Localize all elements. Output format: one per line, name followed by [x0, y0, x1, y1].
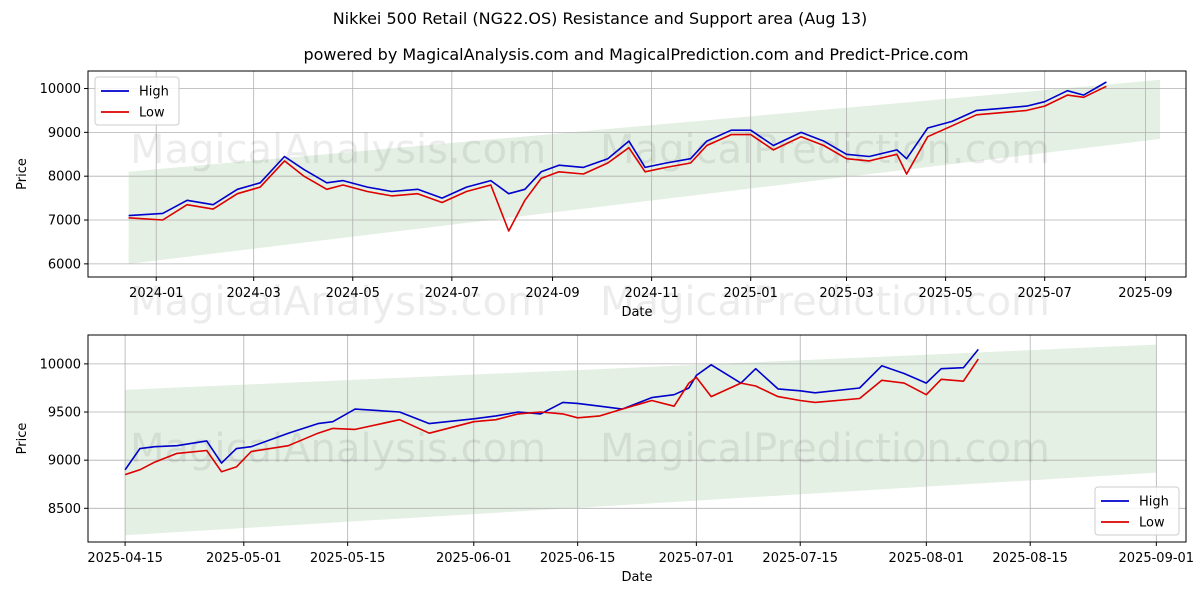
- watermark-text: MagicalPrediction.com: [600, 279, 1050, 325]
- x-tick-label: 2025-05-15: [310, 551, 386, 566]
- x-tick-label: 2025-09-01: [1119, 551, 1195, 566]
- plot-frame: [87, 70, 1187, 278]
- x-tick-label: 2025-06-15: [540, 551, 616, 566]
- watermark-text: MagicalAnalysis.com: [130, 426, 546, 472]
- chart-title: Nikkei 500 Retail (NG22.OS) Resistance a…: [332, 9, 868, 28]
- x-tick-label: 2025-01: [724, 286, 778, 301]
- x-tick-label: 2025-04-15: [87, 551, 163, 566]
- x-tick-label: 2024-07: [425, 286, 479, 301]
- x-tick-label: 2025-09: [1118, 286, 1172, 301]
- legend: High Low: [94, 76, 180, 126]
- x-tick-label: 2025-05: [918, 286, 972, 301]
- y-tick-label: 7000: [48, 214, 81, 229]
- watermark-text: MagicalPrediction.com: [600, 426, 1050, 472]
- series-line-high: [128, 81, 1107, 217]
- watermark-text: MagicalAnalysis.com: [130, 279, 546, 325]
- x-tick-label: 2025-07: [1018, 286, 1072, 301]
- legend-label-low: Low: [1139, 516, 1165, 531]
- legend-label-high: High: [1139, 495, 1169, 510]
- x-tick-label: 2025-06-01: [436, 551, 512, 566]
- x-tick-label: 2024-05: [326, 286, 380, 301]
- y-tick-label: 9000: [48, 454, 81, 469]
- y-tick-label: 8500: [48, 502, 81, 517]
- x-tick-label: 2025-03: [819, 286, 873, 301]
- watermark-text: MagicalPrediction.com: [600, 127, 1050, 173]
- series-line-low: [128, 85, 1107, 232]
- legend-box: [94, 76, 180, 126]
- x-tick-label: 2024-09: [525, 286, 579, 301]
- chart-subtitle: powered by MagicalAnalysis.com and Magic…: [303, 45, 969, 64]
- x-tick-label: 2024-03: [227, 286, 281, 301]
- series-line-high: [124, 348, 979, 471]
- y-tick-label: 6000: [48, 257, 81, 272]
- watermark-text: MagicalAnalysis.com: [130, 127, 546, 173]
- x-tick-label: 2025-05-01: [206, 551, 282, 566]
- y-tick-label: 9500: [48, 406, 81, 421]
- legend-box: [1094, 486, 1180, 536]
- y-tick-label: 9000: [48, 126, 81, 141]
- x-tick-label: 2025-08-15: [992, 551, 1068, 566]
- y-tick-label: 8000: [48, 170, 81, 185]
- legend-label-low: Low: [139, 106, 165, 121]
- plot-frame: [87, 334, 1187, 543]
- chart-panel-2: MagicalAnalysis.com MagicalPrediction.com…: [15, 334, 1195, 585]
- x-axis-label: Date: [621, 305, 652, 320]
- y-tick-label: 10000: [40, 357, 81, 372]
- legend-label-high: High: [139, 85, 169, 100]
- x-tick-label: 2024-11: [624, 286, 678, 301]
- x-tick-label: 2025-08-01: [889, 551, 965, 566]
- chart-panel-1: MagicalAnalysis.com MagicalPrediction.com…: [15, 70, 1187, 325]
- support-resistance-band: [125, 344, 1157, 536]
- x-tick-label: 2025-07-01: [659, 551, 735, 566]
- x-tick-label: 2025-07-15: [762, 551, 838, 566]
- legend: High Low: [1094, 486, 1180, 536]
- x-tick-label: 2024-01: [129, 286, 183, 301]
- y-axis-label: Price: [15, 158, 30, 190]
- series-line-low: [124, 358, 979, 476]
- y-axis-label: Price: [15, 423, 30, 455]
- y-tick-label: 10000: [40, 82, 81, 97]
- x-axis-label: Date: [621, 570, 652, 585]
